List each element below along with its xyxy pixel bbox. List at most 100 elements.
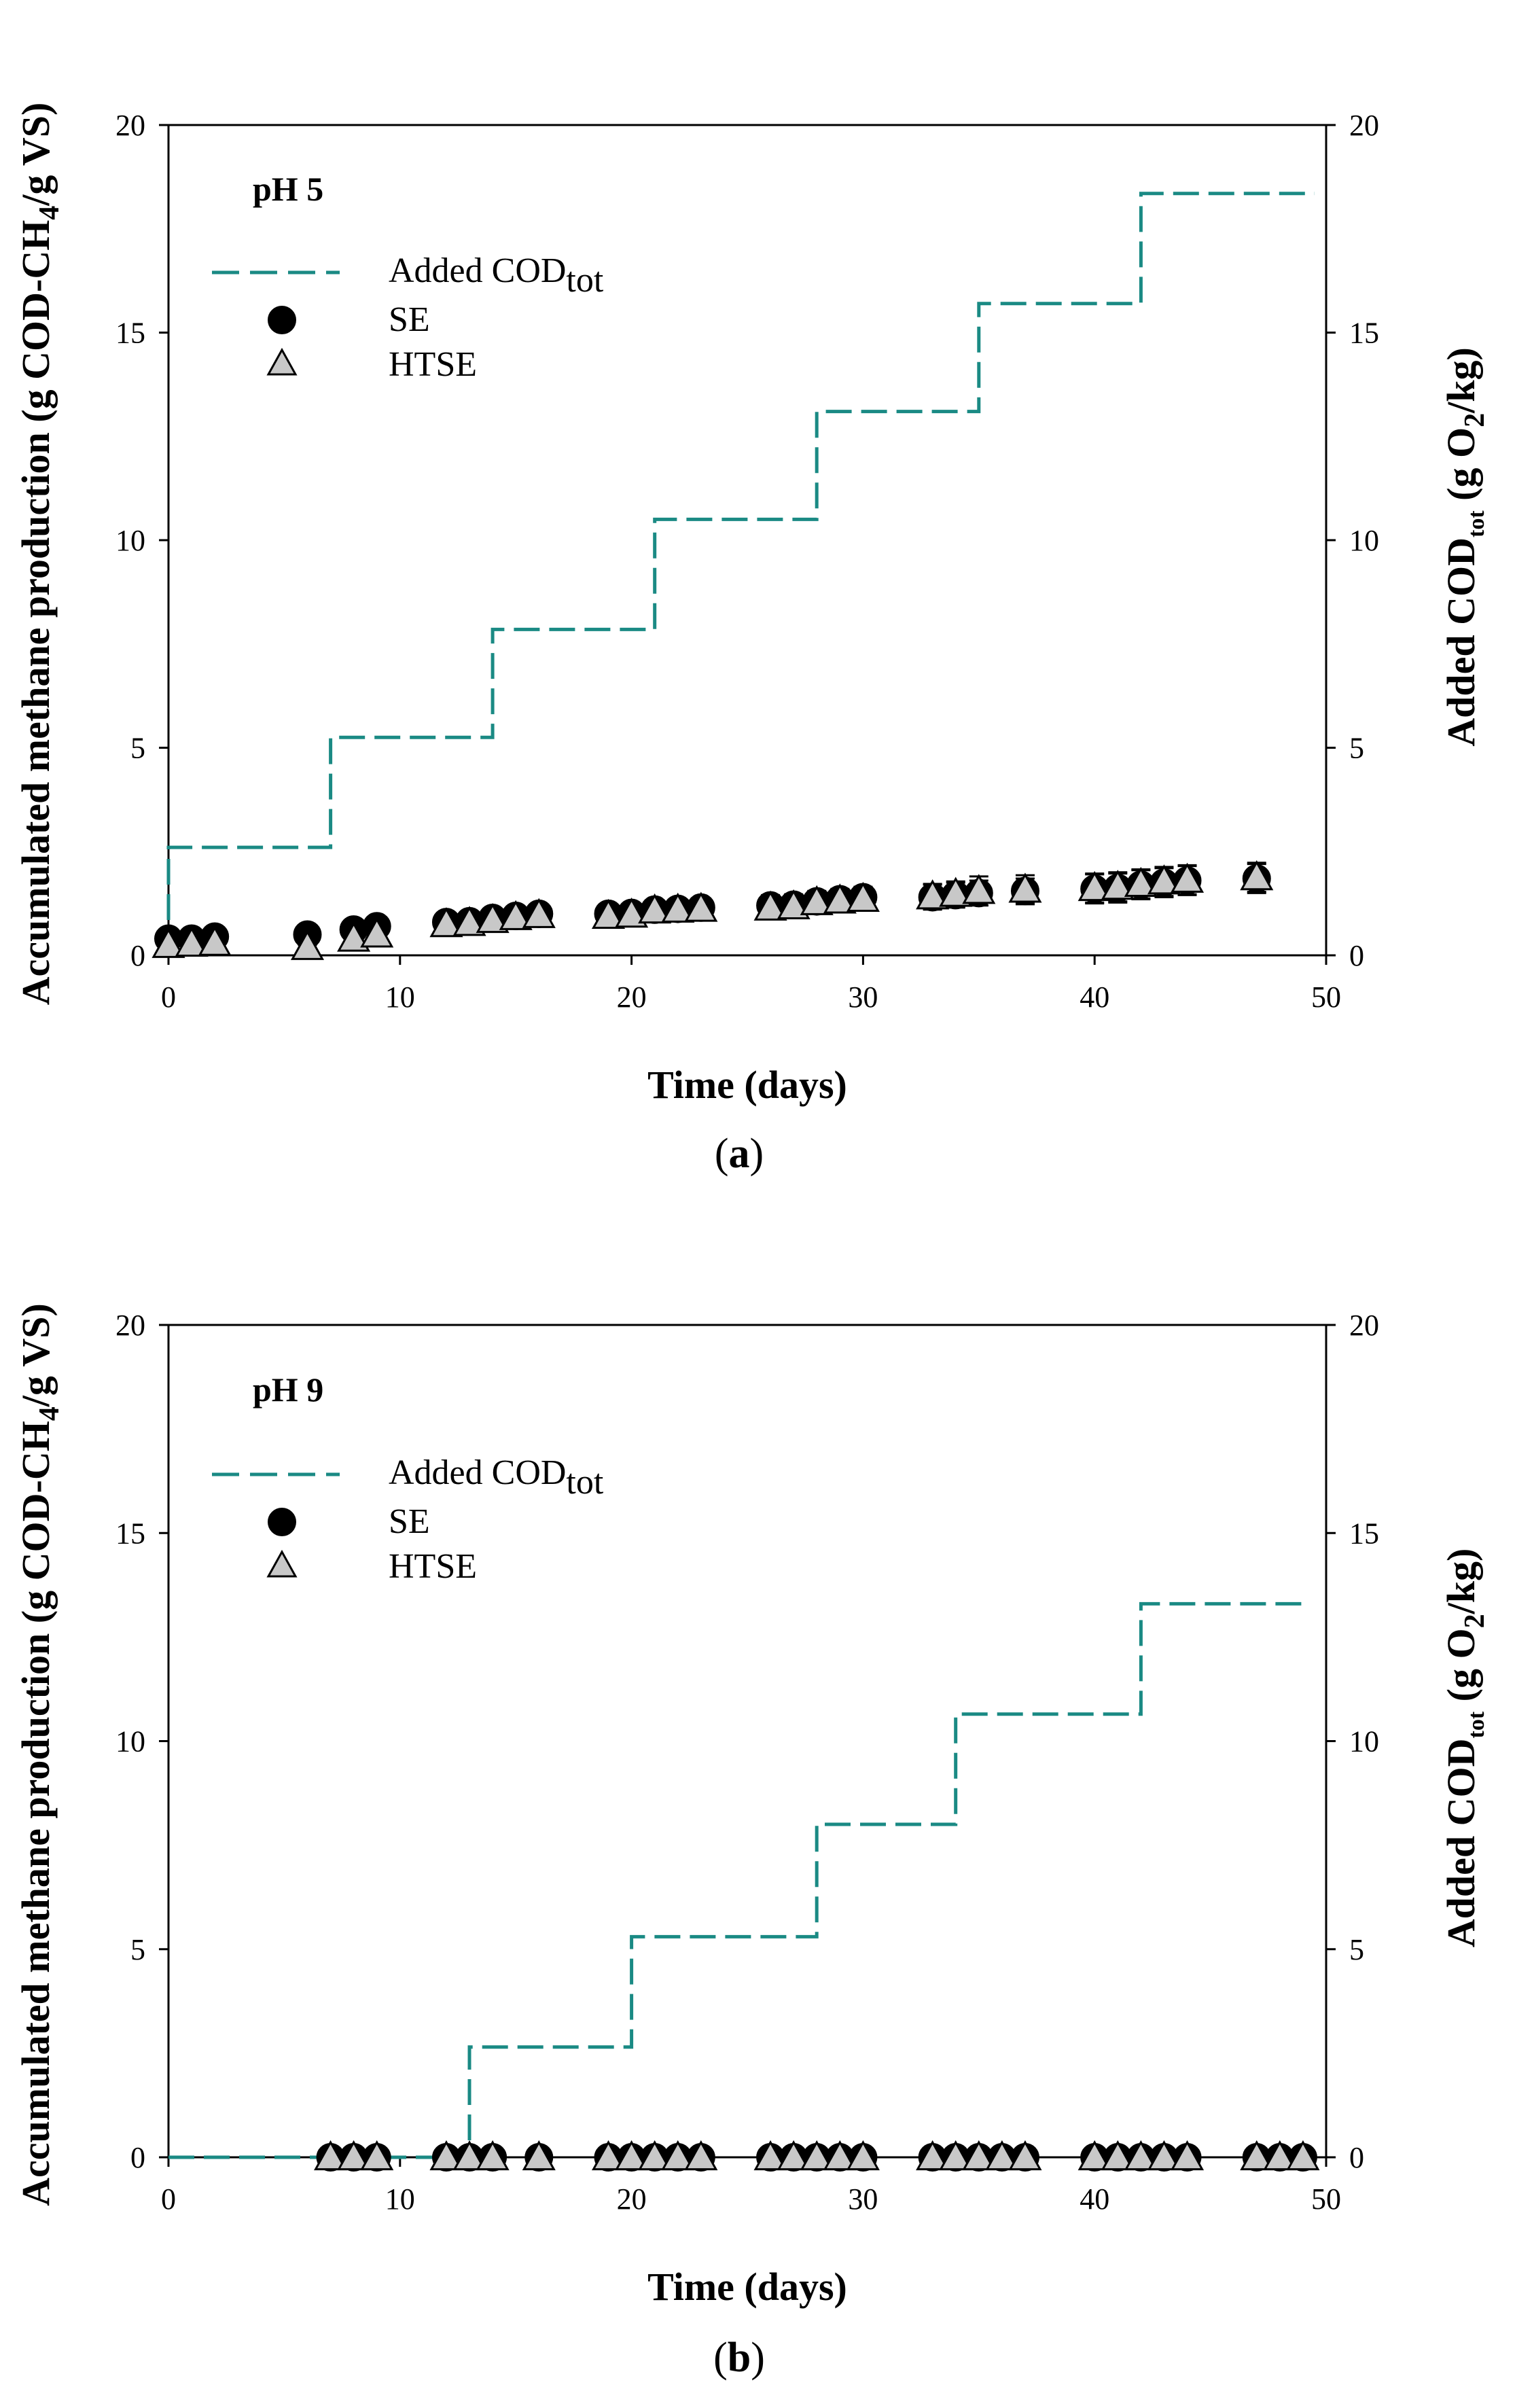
htse-point — [522, 898, 556, 928]
plot-frame — [167, 124, 1327, 957]
legend-se-label: SE — [389, 1502, 430, 1541]
htse-point — [522, 2140, 556, 2171]
y-tick-label-right: 5 — [1349, 732, 1364, 765]
added-cod-line — [166, 192, 1315, 955]
htse-point — [314, 2140, 348, 2171]
htse-point — [476, 902, 510, 934]
htse-point — [1170, 862, 1205, 893]
added-cod-line — [168, 1601, 1308, 2159]
htse-point — [939, 2140, 973, 2171]
x-tick-label: 0 — [161, 980, 176, 1014]
htse-point — [452, 906, 486, 936]
y-tick-label-left: 10 — [115, 1725, 145, 1758]
y-tick-label-right: 0 — [1349, 2141, 1364, 2174]
htse-point — [985, 2140, 1019, 2171]
htse-point — [1008, 872, 1042, 903]
x-tick-label: 30 — [848, 2182, 878, 2216]
htse-point — [591, 2140, 626, 2171]
x-tick-label: 40 — [1080, 980, 1109, 1014]
y-tick-label-left: 15 — [115, 1517, 145, 1550]
x-tick-label: 50 — [1311, 2182, 1341, 2216]
htse-point — [429, 907, 463, 938]
htse-point — [916, 2140, 950, 2171]
y-tick-label-right: 10 — [1349, 524, 1379, 557]
htse-point — [753, 2140, 787, 2171]
x-tick-label: 10 — [385, 2182, 415, 2216]
htse-point — [777, 2140, 810, 2171]
plot-frame — [167, 1324, 1327, 2159]
y-tick-label-left: 5 — [130, 732, 145, 765]
htse-point — [152, 927, 185, 958]
htse-point — [360, 917, 394, 948]
panel-ph-label: pH 5 — [253, 170, 323, 208]
htse-point — [198, 925, 232, 956]
legend-se-marker — [268, 306, 296, 334]
htse-point — [591, 898, 626, 929]
x-tick-label: 0 — [161, 2182, 176, 2216]
htse-point — [823, 2140, 857, 2171]
y-tick-label-left: 5 — [130, 1933, 145, 1966]
y-tick-label-right: 5 — [1349, 1933, 1364, 1966]
panel-caption: (a) — [715, 1131, 764, 1177]
htse-point — [638, 2140, 672, 2171]
htse-point — [753, 890, 787, 921]
htse-point — [846, 881, 880, 913]
y-tick-label-right: 20 — [1349, 1309, 1379, 1342]
htse-point — [939, 877, 973, 907]
htse-point — [1263, 2140, 1297, 2171]
htse-point — [1077, 2140, 1111, 2171]
x-tick-label: 40 — [1080, 2182, 1109, 2216]
htse-point — [175, 926, 209, 957]
y-axis-label-left: Accumulated methane production (g COD-CH… — [14, 103, 65, 1006]
panel-caption: (b) — [713, 2335, 765, 2381]
htse-point — [1008, 2140, 1042, 2171]
htse-point — [916, 879, 950, 910]
htse-point — [429, 2140, 463, 2171]
y-axis-label-left: Accumulated methane production (g COD-CH… — [14, 1303, 65, 2206]
htse-point — [290, 929, 325, 960]
y-tick-label-left: 0 — [130, 2141, 145, 2174]
x-tick-label: 10 — [385, 980, 415, 1014]
htse-point — [360, 2140, 394, 2171]
x-tick-label: 20 — [617, 980, 647, 1014]
y-tick-label-left: 20 — [115, 109, 145, 142]
y-tick-label-left: 20 — [115, 1309, 145, 1342]
y-tick-label-right: 0 — [1349, 939, 1364, 972]
htse-point — [846, 2140, 880, 2171]
htse-point — [661, 2140, 695, 2171]
x-axis-label: Time (days) — [647, 2265, 847, 2309]
htse-point — [1147, 864, 1181, 895]
legend-added-label: Added CODtot — [389, 1453, 604, 1502]
htse-point — [684, 2140, 718, 2171]
y-tick-label-left: 10 — [115, 524, 145, 557]
legend-htse-label: HTSE — [389, 1547, 477, 1586]
htse-point — [476, 2140, 510, 2171]
htse-point — [1240, 2140, 1274, 2171]
y-tick-label-right: 15 — [1349, 317, 1379, 350]
y-axis-label-right: Added CODtot (g O2/kg) — [1439, 1548, 1491, 1948]
htse-point — [337, 2140, 371, 2171]
htse-point — [1101, 870, 1135, 900]
htse-point — [1101, 2140, 1135, 2171]
x-tick-label: 20 — [617, 2182, 647, 2216]
htse-point — [661, 892, 695, 923]
htse-point — [1124, 2140, 1158, 2171]
htse-point — [684, 891, 718, 922]
legend-htse-marker — [266, 347, 298, 376]
legend-added-label: Added CODtot — [389, 251, 604, 300]
x-axis-label: Time (days) — [647, 1063, 847, 1107]
htse-point — [1077, 870, 1111, 902]
htse-point — [823, 883, 857, 914]
htse-point — [800, 2140, 834, 2171]
legend-htse-label: HTSE — [389, 345, 477, 384]
htse-point — [638, 893, 672, 924]
htse-point — [1170, 2140, 1205, 2171]
legend-se-label: SE — [389, 300, 430, 339]
y-axis-label-right: Added CODtot (g O2/kg) — [1439, 347, 1491, 747]
panel-ph-label: pH 9 — [253, 1370, 323, 1409]
y-tick-label-left: 15 — [115, 317, 145, 350]
y-tick-label-right: 15 — [1349, 1517, 1379, 1550]
